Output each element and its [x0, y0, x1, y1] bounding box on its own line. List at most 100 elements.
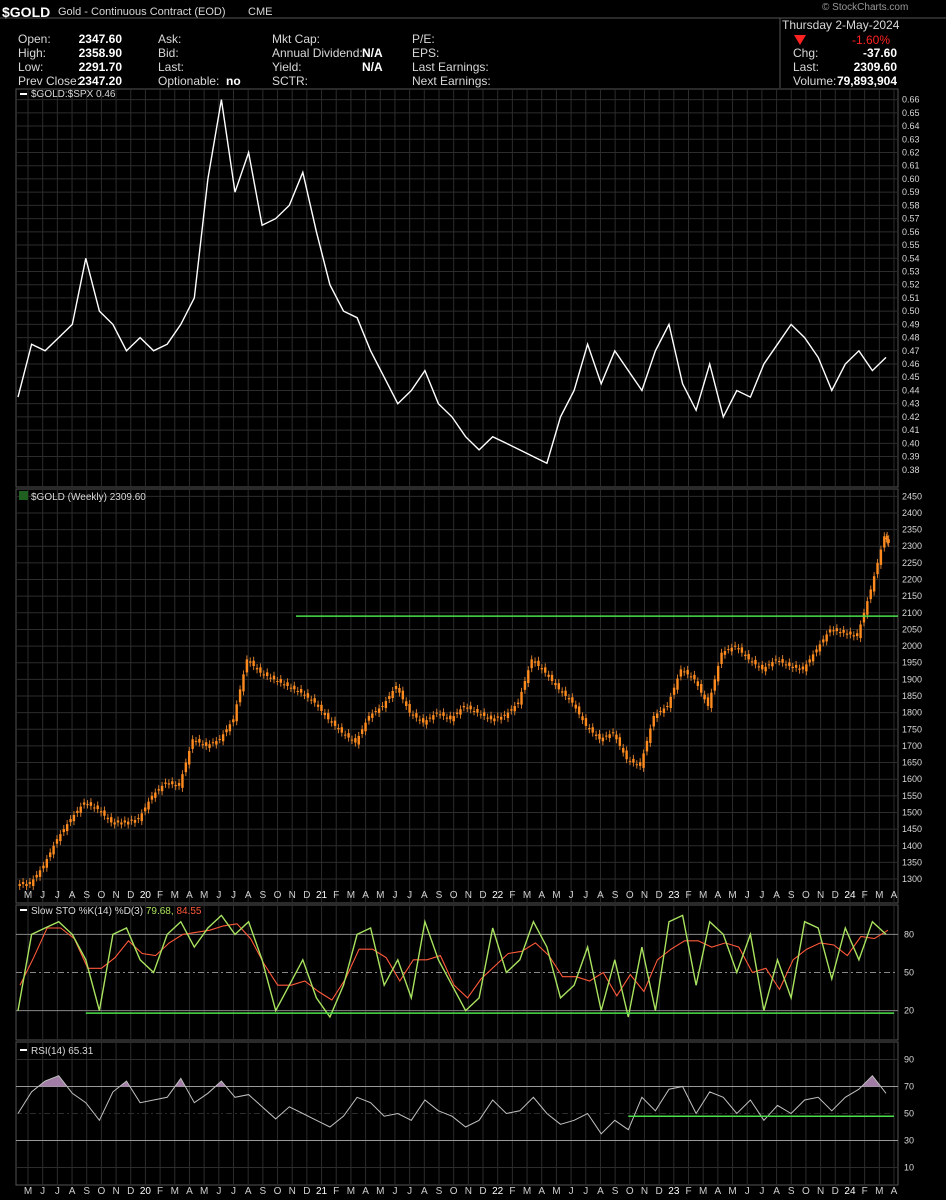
sto-k-value: 79.68,	[146, 906, 177, 917]
date-label: Thursday 2-May-2024	[782, 18, 900, 32]
x-tick-label: O	[97, 890, 105, 901]
candle-body	[357, 735, 360, 745]
x-tick-label: D	[303, 890, 310, 901]
x-tick-label: 24	[844, 890, 856, 901]
x-tick-label: A	[69, 890, 76, 901]
x-tick-label: A	[186, 1186, 193, 1197]
candle-body	[238, 689, 242, 703]
candle-body	[35, 874, 38, 878]
field-0-value: 2347.60	[78, 32, 122, 46]
x-tick-label: A	[597, 890, 604, 901]
candle-body	[666, 705, 669, 707]
x-tick-label: F	[157, 1186, 163, 1197]
candle-body	[716, 666, 720, 682]
y-tick-label: 0.51	[902, 293, 920, 303]
x-tick-label: D	[832, 890, 839, 901]
candle-body	[438, 714, 442, 716]
candle-body	[700, 684, 703, 693]
y-tick-label: 2400	[902, 508, 922, 518]
candle-body	[469, 705, 472, 710]
x-tick-label: A	[538, 890, 545, 901]
candle-body	[540, 668, 544, 670]
candle-body	[703, 694, 706, 700]
y-tick-label: 0.45	[902, 372, 920, 382]
candle-body	[764, 666, 767, 672]
x-tick-label: A	[245, 890, 252, 901]
candle-body	[645, 740, 649, 752]
candle-body	[330, 721, 333, 723]
x-tick-label: N	[641, 890, 648, 901]
x-tick-label: A	[715, 1186, 722, 1197]
candle-body	[859, 624, 862, 639]
x-tick-label: M	[523, 890, 531, 901]
candle-body	[415, 713, 418, 718]
x-tick-label: J	[231, 1186, 236, 1197]
x-tick-label: M	[728, 890, 736, 901]
candle-body	[887, 539, 890, 543]
candle-body	[866, 601, 869, 615]
legend-icon	[19, 491, 28, 500]
candle-body	[574, 704, 577, 709]
candle-body	[615, 734, 618, 740]
candle-body	[530, 659, 533, 669]
candle-body	[38, 870, 42, 877]
right-0-value: -37.60	[862, 46, 897, 60]
x-tick-label: D	[479, 1186, 486, 1197]
candle-body	[669, 696, 672, 708]
candle-body	[757, 666, 761, 668]
candle-body	[476, 708, 479, 713]
candle-body	[611, 732, 615, 734]
y-tick-label: 0.44	[902, 385, 920, 395]
candle-body	[591, 727, 594, 733]
candle-body	[710, 692, 713, 708]
candle-body	[723, 651, 727, 655]
y-tick-label: 2450	[902, 491, 922, 501]
candle-body	[493, 718, 496, 722]
x-tick-label: 24	[844, 1186, 856, 1197]
x-tick-label: S	[436, 1186, 443, 1197]
candle-body	[306, 693, 310, 698]
candle-body	[567, 697, 571, 700]
candle-body	[533, 661, 537, 663]
x-tick-label: M	[875, 890, 883, 901]
candle-body	[466, 707, 469, 709]
candle-body	[649, 728, 652, 743]
candle-body	[659, 710, 662, 712]
candle-body	[194, 740, 198, 742]
candle-body	[32, 879, 35, 887]
candle-body	[103, 810, 106, 816]
candle-body	[381, 705, 384, 707]
candle-body	[167, 783, 171, 785]
candle-body	[744, 654, 747, 657]
candle-body	[143, 807, 147, 812]
candle-body	[815, 649, 818, 653]
candle-body	[625, 750, 628, 760]
y-tick-label: 1650	[902, 758, 922, 768]
candle-body	[805, 664, 808, 672]
x-tick-label: D	[127, 890, 134, 901]
candle-body	[459, 709, 462, 715]
candle-body	[340, 727, 344, 733]
candle-body	[801, 666, 805, 670]
field-3-value: 2347.20	[78, 74, 122, 88]
candle-body	[679, 669, 683, 677]
candle-body	[147, 801, 150, 810]
candle-body	[130, 819, 133, 821]
candle-body	[632, 758, 635, 763]
candle-body	[140, 813, 143, 822]
candle-body	[577, 706, 581, 715]
candle-body	[791, 666, 794, 669]
right-2-value: 79,893,904	[836, 74, 897, 88]
panel-title-price: $GOLD (Weekly) 2309.60	[31, 492, 146, 503]
x-tick-label: O	[274, 1186, 282, 1197]
candle-body	[560, 691, 564, 693]
field2-3-label: Optionable:	[158, 74, 220, 88]
candle-body	[293, 685, 296, 690]
x-tick-label: J	[745, 890, 750, 901]
panel-title-sto: Slow STO %K(14) %D(3) 79.68, 84.55	[31, 906, 202, 917]
x-tick-label: J	[40, 1186, 45, 1197]
y-tick-label: 0.50	[902, 306, 920, 316]
y-tick-label: 1700	[902, 741, 922, 751]
y-tick-label: 2000	[902, 641, 922, 651]
candle-body	[845, 633, 849, 635]
